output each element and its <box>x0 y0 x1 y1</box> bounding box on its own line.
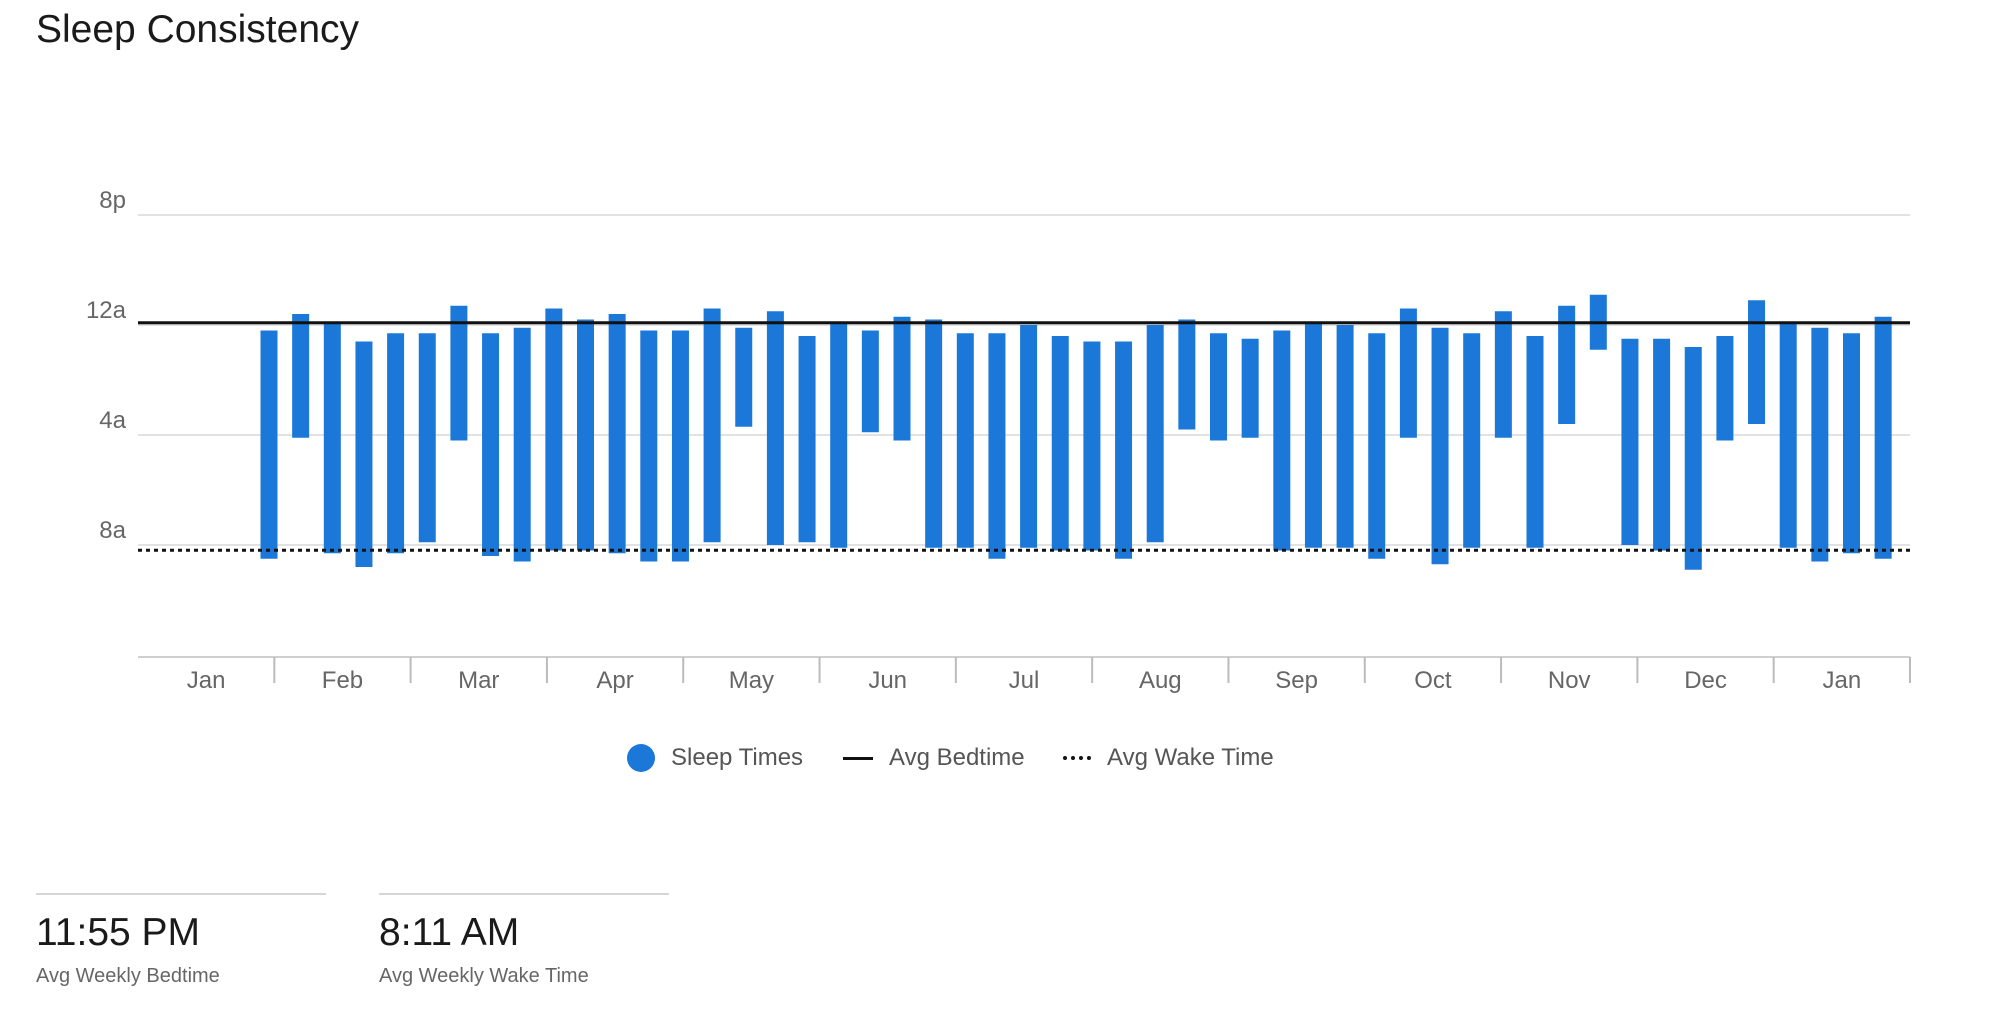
sleep-bar <box>1779 322 1797 548</box>
sleep-bar <box>1716 336 1734 441</box>
stat-avg-wake-time: 8:11 AM Avg Weekly Wake Time <box>379 893 669 988</box>
sleep-bar <box>1241 338 1259 438</box>
sleep-bar <box>1431 327 1449 565</box>
chart-title: Sleep Consistency <box>36 8 360 51</box>
x-tick-label: Jul <box>1009 667 1040 694</box>
sleep-bar <box>1621 338 1639 545</box>
sleep-bar <box>1273 330 1291 551</box>
x-tick-label: Feb <box>322 667 363 694</box>
sleep-bar <box>513 327 531 562</box>
sleep-bar <box>1399 308 1417 438</box>
stat-avg-bedtime-label: Avg Weekly Bedtime <box>36 965 220 987</box>
sleep-bar <box>1304 322 1322 548</box>
sleep-bar <box>735 327 753 427</box>
legend-label-avg-bedtime: Avg Bedtime <box>889 744 1025 771</box>
sleep-consistency-chart: 8p 12a 4a 8a Jan Feb Mar Apr May Jun Jul Aug Sep Oct N… <box>86 187 1911 694</box>
legend-item-avg-bedtime: Avg Bedtime <box>843 738 1025 778</box>
sleep-bar <box>1874 316 1892 559</box>
sleep-bar <box>1558 305 1576 424</box>
sleep-bar <box>1083 341 1101 551</box>
sleep-bar <box>988 333 1006 559</box>
sleep-bar <box>418 333 436 543</box>
legend-item-avg-wake-time: Avg Wake Time <box>1063 738 1274 778</box>
sleep-bar <box>482 333 500 556</box>
sleep-bar <box>450 305 468 441</box>
stat-avg-bedtime: 11:55 PM Avg Weekly Bedtime <box>36 893 326 988</box>
y-tick-label: 8a <box>99 517 126 544</box>
sleep-bar <box>893 316 911 441</box>
sleep-bar <box>640 330 658 562</box>
sleep-bar <box>1843 333 1860 554</box>
sleep-bar <box>1020 325 1038 548</box>
sleep-bar <box>355 341 373 567</box>
legend-swatch-sleep-times <box>627 744 655 772</box>
sleep-bar <box>260 330 278 559</box>
sleep-bar <box>1210 333 1227 441</box>
x-tick-label: Mar <box>458 667 499 694</box>
sleep-bar <box>387 333 405 554</box>
sleep-bar <box>1653 338 1671 551</box>
sleep-bar <box>925 319 943 548</box>
sleep-bar <box>956 333 974 548</box>
sleep-bar <box>1115 341 1133 559</box>
sleep-bar <box>1178 319 1196 430</box>
sleep-bar <box>577 319 594 551</box>
x-tick-label: Jun <box>868 667 907 694</box>
y-tick-label: 4a <box>99 407 126 434</box>
sleep-bar <box>545 308 563 551</box>
sleep-bar <box>1146 325 1164 543</box>
sleep-bar <box>703 308 721 543</box>
stat-avg-wake-time-label: Avg Weekly Wake Time <box>379 965 589 987</box>
y-tick-label: 12a <box>86 297 127 324</box>
sleep-bar <box>861 330 879 433</box>
y-tick-label: 8p <box>99 187 126 214</box>
sleep-bar <box>766 311 784 545</box>
chart-legend: Sleep Times Avg Bedtime Avg Wake Time <box>0 738 1999 778</box>
sleep-bar <box>1811 327 1829 562</box>
sleep-bar <box>830 322 848 548</box>
legend-item-sleep-times: Sleep Times <box>627 738 803 778</box>
sleep-bar <box>1684 347 1702 570</box>
sleep-bar <box>1368 333 1386 559</box>
legend-swatch-avg-wake-time <box>1063 756 1091 760</box>
stat-divider <box>379 893 669 895</box>
legend-swatch-avg-bedtime <box>843 756 873 760</box>
sleep-bar <box>1748 300 1766 424</box>
sleep-bar <box>1526 336 1544 548</box>
legend-label-avg-wake-time: Avg Wake Time <box>1107 744 1274 771</box>
x-tick-label: Oct <box>1414 667 1452 694</box>
x-tick-label: May <box>729 667 774 694</box>
x-tick-label: Dec <box>1684 667 1727 694</box>
stat-avg-bedtime-value: 11:55 PM <box>36 911 201 954</box>
stat-avg-wake-time-value: 8:11 AM <box>379 911 520 954</box>
legend-label-sleep-times: Sleep Times <box>671 744 804 771</box>
sleep-bar <box>1336 325 1354 548</box>
sleep-bar <box>1463 333 1481 548</box>
x-tick-label: Sep <box>1275 667 1318 694</box>
x-tick-label: Nov <box>1548 667 1591 694</box>
sleep-bar <box>671 330 689 562</box>
x-tick-label: Apr <box>596 667 633 694</box>
stat-divider <box>36 893 326 895</box>
x-tick-label: Jan <box>187 667 226 694</box>
x-tick-label: Aug <box>1139 667 1182 694</box>
sleep-bar <box>323 322 341 554</box>
sleep-bar <box>608 314 626 554</box>
sleep-bar <box>1494 311 1512 438</box>
sleep-bar <box>798 336 816 543</box>
sleep-bar <box>1051 336 1069 551</box>
sleep-bar <box>292 314 310 438</box>
x-tick-label: Jan <box>1822 667 1861 694</box>
